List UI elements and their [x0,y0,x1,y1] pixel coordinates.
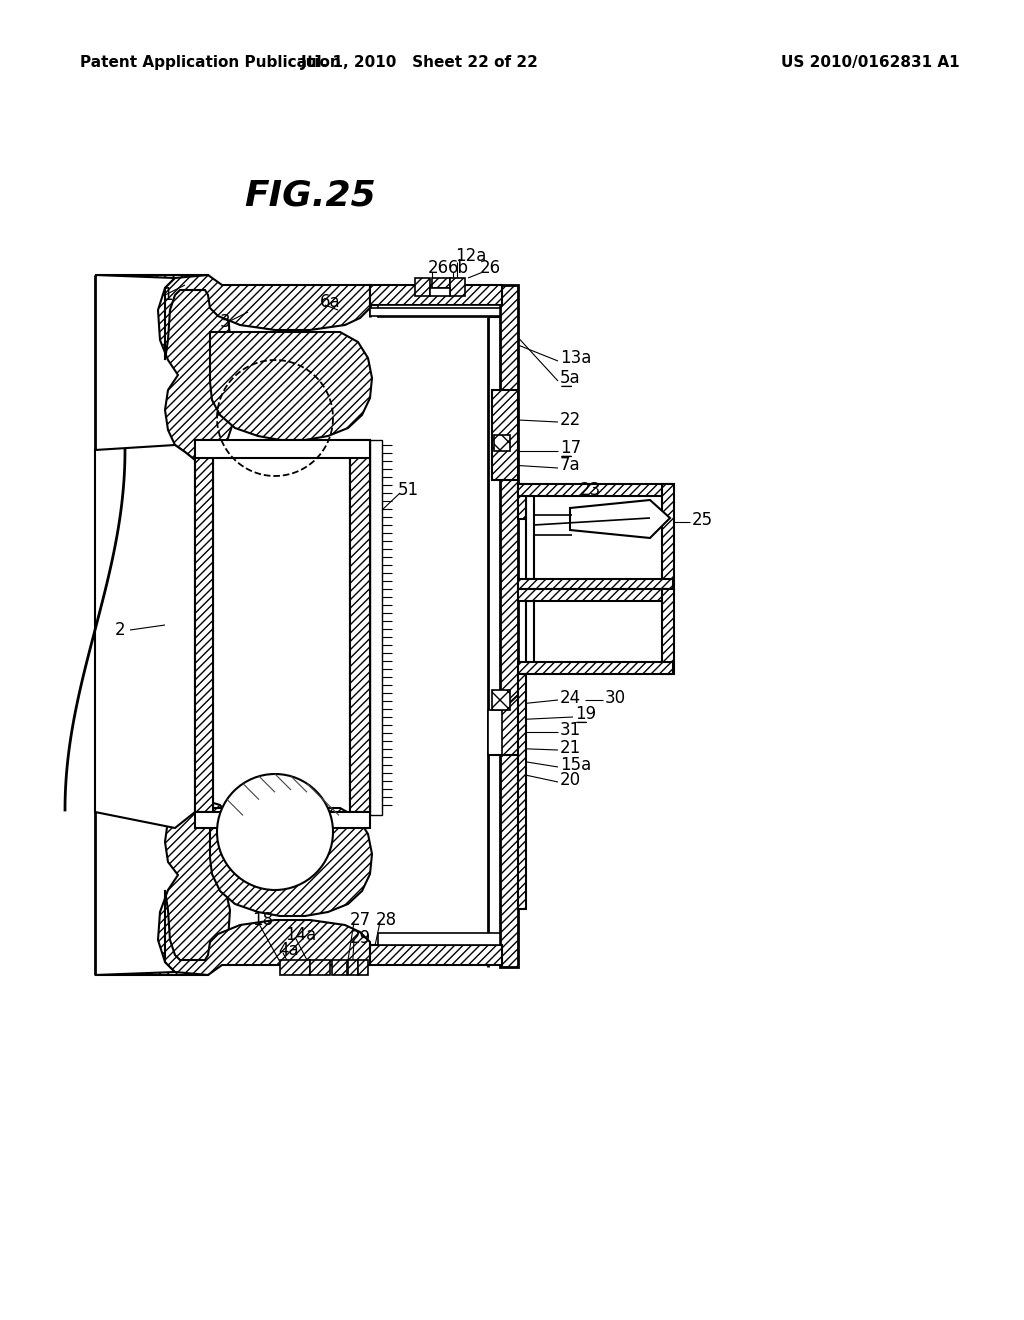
Bar [526,601,534,663]
Bar [518,484,673,496]
Text: 51: 51 [398,480,419,499]
Bar [450,279,465,296]
Bar [500,285,518,968]
Text: 18: 18 [252,911,273,929]
Text: 30: 30 [605,689,626,708]
Text: 4a: 4a [278,941,299,960]
Text: 2: 2 [115,620,126,639]
Text: 26: 26 [428,259,450,277]
Bar [430,288,450,296]
Bar [492,690,510,710]
Text: 6b: 6b [449,259,469,277]
Bar [488,710,502,755]
Bar [518,663,673,675]
Text: 28: 28 [376,911,397,929]
Polygon shape [165,275,370,360]
Text: 1: 1 [162,286,173,304]
Circle shape [217,774,333,890]
Bar [378,305,500,317]
Text: 24: 24 [560,689,582,708]
Bar [378,933,500,945]
Bar [662,484,674,589]
Text: 5a: 5a [560,370,581,387]
Text: US 2010/0162831 A1: US 2010/0162831 A1 [780,54,959,70]
Text: 14a: 14a [285,927,316,944]
Text: 20: 20 [560,771,582,789]
Bar [526,496,534,579]
Text: 15a: 15a [560,756,591,774]
Bar [195,812,370,828]
Text: 26: 26 [480,259,501,277]
Polygon shape [95,275,234,545]
Text: 21: 21 [560,739,582,756]
Bar [350,440,370,812]
Bar [358,960,368,975]
Text: 27: 27 [350,911,371,929]
Bar [195,440,213,812]
Text: FIG.25: FIG.25 [244,178,376,213]
Bar [492,389,518,480]
Text: 12a: 12a [455,247,486,265]
Text: 22: 22 [560,411,582,429]
Text: Patent Application Publication: Patent Application Publication [80,54,341,70]
Polygon shape [570,500,670,539]
Bar [432,279,450,288]
Bar [662,589,674,675]
Text: 6a: 6a [319,293,341,312]
Text: 23: 23 [580,480,601,499]
Bar [348,960,358,975]
Bar [195,440,370,458]
Bar [332,960,347,975]
Text: Jul. 1, 2010   Sheet 22 of 22: Jul. 1, 2010 Sheet 22 of 22 [301,54,539,70]
Text: 19: 19 [575,705,596,723]
Bar [370,945,502,965]
Polygon shape [165,890,370,975]
Bar [518,589,673,601]
Bar [280,960,310,975]
Polygon shape [95,445,195,828]
Bar [370,285,502,305]
Bar [518,675,526,909]
Text: 25: 25 [692,511,713,529]
Text: 13a: 13a [560,348,592,367]
Bar [494,436,510,451]
Text: 7a: 7a [560,455,581,474]
Text: 29: 29 [350,929,371,946]
Bar [415,279,430,296]
Bar [370,440,382,814]
Polygon shape [210,808,372,916]
Bar [310,960,330,975]
Polygon shape [95,711,234,975]
Polygon shape [210,333,372,440]
Text: 17: 17 [560,440,582,457]
Bar [370,308,500,315]
Bar [518,484,526,519]
Bar [518,579,673,589]
Text: 31: 31 [560,721,582,739]
Text: 3: 3 [220,313,230,331]
